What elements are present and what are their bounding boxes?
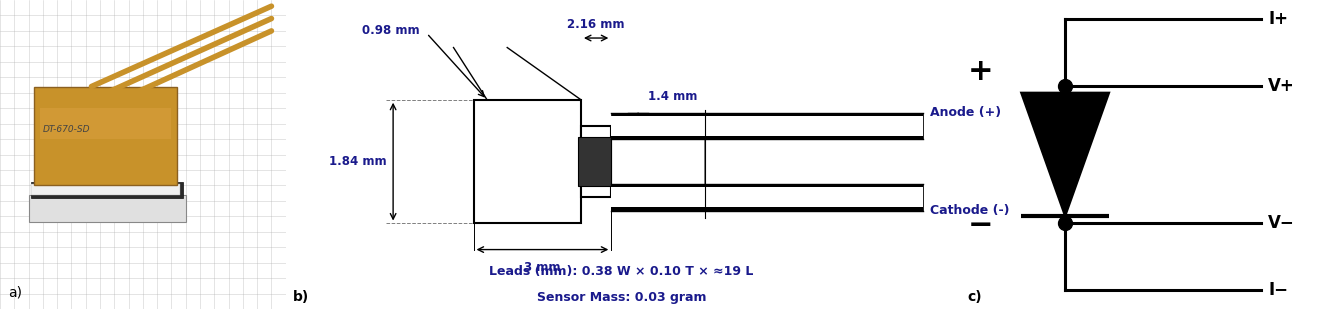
Bar <box>581 126 611 197</box>
Bar <box>578 137 611 186</box>
Text: I−: I− <box>1268 281 1288 299</box>
Bar <box>35 87 177 185</box>
Text: a): a) <box>8 286 23 300</box>
Text: V−: V− <box>1268 214 1294 232</box>
Text: Anode (+): Anode (+) <box>930 106 1001 119</box>
Bar <box>611 113 924 139</box>
Bar <box>611 187 924 207</box>
Text: DT-670-SD: DT-670-SD <box>43 125 90 134</box>
Text: Sensor Mass: 0.03 gram: Sensor Mass: 0.03 gram <box>537 291 706 304</box>
Point <box>1054 83 1075 88</box>
Bar <box>32 182 183 198</box>
Text: −: − <box>968 211 993 240</box>
Text: c): c) <box>968 290 982 304</box>
Text: V+: V+ <box>1268 77 1294 95</box>
Text: 1.4 mm: 1.4 mm <box>649 90 698 103</box>
Text: 3 mm: 3 mm <box>524 261 561 274</box>
Bar <box>32 184 179 195</box>
Text: 2.16 mm: 2.16 mm <box>567 18 625 31</box>
Text: I+: I+ <box>1268 10 1288 28</box>
Bar <box>40 108 171 139</box>
Text: b): b) <box>292 290 308 304</box>
Text: Cathode (-): Cathode (-) <box>930 205 1010 218</box>
Text: Leads (mm): 0.38 W × 0.10 T × ≈19 L: Leads (mm): 0.38 W × 0.10 T × ≈19 L <box>489 265 754 278</box>
Bar <box>29 195 186 222</box>
Polygon shape <box>1021 93 1110 216</box>
Text: 0.98 mm: 0.98 mm <box>363 24 420 37</box>
Bar <box>611 184 924 211</box>
Text: +: + <box>968 57 993 86</box>
Text: 1.84 mm: 1.84 mm <box>328 155 387 168</box>
Bar <box>473 100 581 223</box>
Point <box>1054 221 1075 226</box>
Bar <box>611 116 924 136</box>
